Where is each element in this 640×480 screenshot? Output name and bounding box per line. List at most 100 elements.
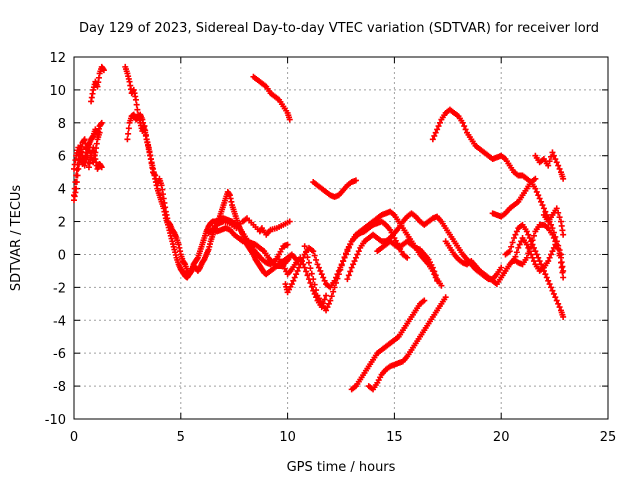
data-point xyxy=(301,243,308,250)
data-point xyxy=(442,294,449,301)
y-tick-label: -10 xyxy=(45,413,66,428)
data-point xyxy=(315,264,322,271)
y-tick-label: 12 xyxy=(49,51,66,66)
data-point xyxy=(294,267,301,274)
data-point xyxy=(548,284,555,291)
chart-title: Day 129 of 2023, Sidereal Day-to-day VTE… xyxy=(79,21,599,36)
data-point xyxy=(549,287,556,294)
data-point xyxy=(526,248,533,255)
data-point xyxy=(540,205,547,212)
data-point xyxy=(555,245,562,252)
data-point xyxy=(71,185,78,192)
data-series-segment xyxy=(71,129,103,199)
data-point xyxy=(431,132,438,139)
data-point xyxy=(98,119,105,126)
data-point xyxy=(303,268,310,275)
data-point xyxy=(348,264,355,271)
y-tick-label: -4 xyxy=(53,314,66,329)
y-tick-label: 6 xyxy=(58,150,66,165)
data-point xyxy=(434,126,441,133)
data-point xyxy=(305,276,312,283)
data-point xyxy=(459,119,466,126)
data-point xyxy=(550,152,557,159)
data-point xyxy=(550,290,557,297)
data-point xyxy=(333,279,340,286)
data-point xyxy=(525,231,532,238)
data-point xyxy=(462,126,469,133)
data-point xyxy=(354,251,361,258)
grid-lines xyxy=(74,57,608,419)
data-point xyxy=(352,254,359,261)
data-point xyxy=(305,259,312,266)
data-point xyxy=(560,274,567,281)
data-point xyxy=(288,281,295,288)
data-point xyxy=(536,258,543,265)
data-point xyxy=(303,248,310,255)
data-point xyxy=(98,164,105,171)
data-point xyxy=(330,288,337,295)
data-point xyxy=(555,209,562,216)
data-point xyxy=(308,283,315,290)
data-point xyxy=(553,238,560,245)
data-point xyxy=(286,218,293,225)
data-point xyxy=(556,304,563,311)
data-point xyxy=(555,300,562,307)
data-point xyxy=(506,248,513,255)
data-point xyxy=(73,166,80,173)
data-point xyxy=(512,231,519,238)
data-series-segment xyxy=(532,149,567,182)
data-point xyxy=(523,254,530,261)
data-point xyxy=(553,205,560,212)
y-tick-label: -2 xyxy=(53,281,66,296)
data-series-segment xyxy=(250,73,293,123)
data-point xyxy=(318,271,325,278)
data-point xyxy=(429,136,436,143)
x-tick-label: 25 xyxy=(600,430,617,445)
data-point xyxy=(523,241,530,248)
x-tick-label: 0 xyxy=(70,430,78,445)
data-series-segment xyxy=(310,177,359,200)
data-point xyxy=(523,228,530,235)
data-point xyxy=(72,179,79,186)
data-point xyxy=(351,258,358,265)
data-point xyxy=(532,185,539,192)
data-point xyxy=(545,162,552,169)
data-series-segment xyxy=(442,221,567,288)
x-tick-label: 20 xyxy=(493,430,510,445)
data-point xyxy=(550,235,557,241)
data-series-segment xyxy=(540,205,567,238)
data-point xyxy=(352,177,359,184)
data-point xyxy=(337,266,344,273)
data-point xyxy=(100,67,107,74)
data-point xyxy=(323,292,330,299)
data-point xyxy=(556,214,563,221)
data-point xyxy=(323,307,330,314)
data-point xyxy=(536,195,543,202)
data-point xyxy=(555,162,562,169)
data-series-segment xyxy=(374,238,445,289)
y-tick-label: 2 xyxy=(58,216,66,231)
data-point xyxy=(530,258,537,265)
data-point xyxy=(344,276,351,283)
data-point xyxy=(438,282,445,289)
data-point xyxy=(548,221,555,228)
data-point xyxy=(321,296,328,303)
data-point xyxy=(284,241,291,248)
data-point xyxy=(530,232,537,239)
data-point xyxy=(74,161,81,168)
data-point xyxy=(298,258,305,265)
data-point xyxy=(539,202,546,209)
data-point xyxy=(532,175,539,182)
data-series-segment xyxy=(209,215,293,238)
data-point xyxy=(553,297,560,304)
data-point xyxy=(327,297,334,304)
data-series-segment xyxy=(88,63,107,105)
data-point xyxy=(512,253,519,260)
data-point xyxy=(546,281,553,288)
data-point xyxy=(461,123,468,130)
data-point xyxy=(549,248,556,255)
y-axis-label: SDTVAR / TECUs xyxy=(9,185,24,292)
data-point xyxy=(528,251,535,258)
data-point xyxy=(297,254,304,261)
